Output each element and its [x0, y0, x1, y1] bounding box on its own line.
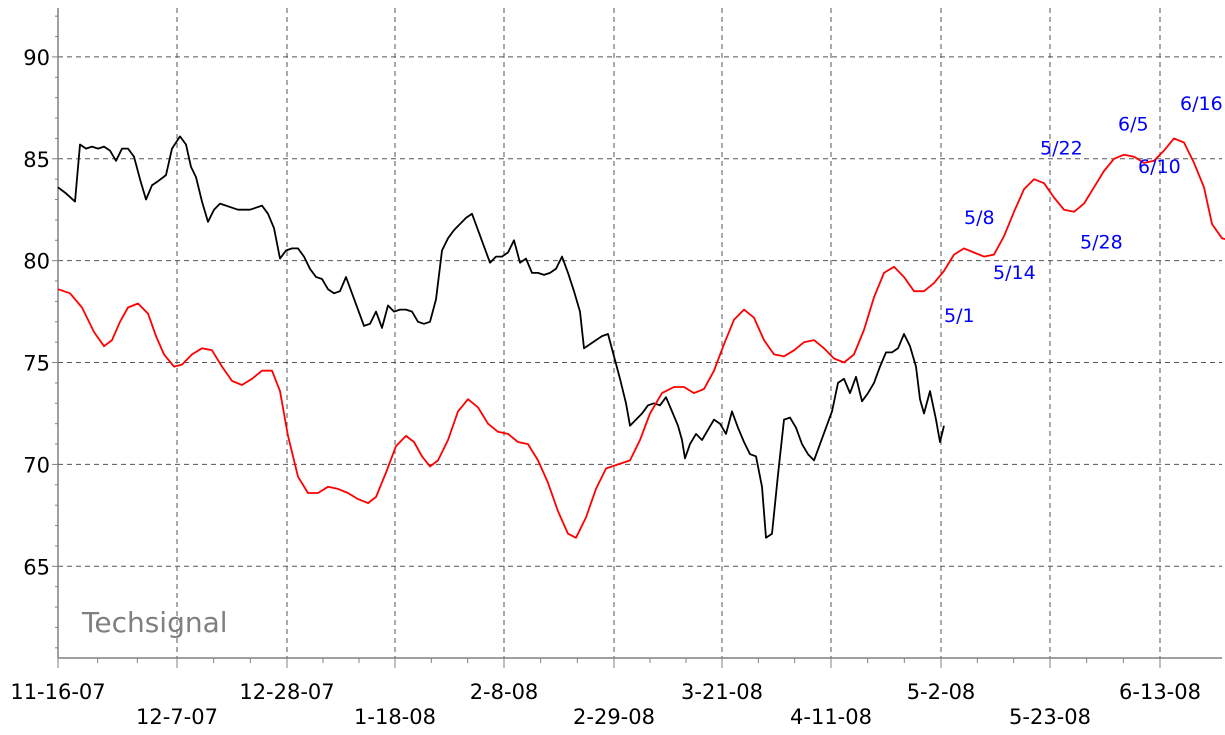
grid	[58, 8, 1222, 658]
y-tick-label: 70	[23, 453, 50, 477]
series-line-1	[57, 137, 1225, 539]
annotation-label: 5/14	[993, 262, 1036, 284]
x-tick-label: 2-29-08	[573, 705, 655, 729]
annotation-label: 5/28	[1080, 231, 1123, 253]
watermark-label: Techsignal	[81, 606, 228, 639]
annotations: 5/1 5/8 5/14 5/22 5/28 6/5 6/10 6/16	[944, 93, 1223, 327]
annotation-label: 6/10	[1138, 156, 1181, 178]
x-tick-label: 5-23-08	[1009, 705, 1091, 729]
y-tick-label: 80	[23, 250, 50, 274]
x-tick-label: 2-8-08	[470, 680, 539, 704]
x-tick-label: 1-18-08	[354, 705, 436, 729]
annotation-label: 6/5	[1118, 113, 1149, 135]
x-tick-label: 5-2-08	[907, 680, 976, 704]
y-tick-label: 75	[23, 352, 50, 376]
annotation-label: 5/8	[964, 207, 995, 229]
y-tick-label: 90	[23, 46, 50, 70]
annotation-label: 6/16	[1180, 93, 1223, 115]
series-line-0	[57, 135, 945, 539]
series-group	[57, 135, 1225, 539]
x-tick-label: 12-7-07	[136, 705, 218, 729]
x-tick-label: 12-28-07	[239, 680, 334, 704]
x-tick-label: 4-11-08	[790, 705, 872, 729]
y-tick-label: 65	[23, 555, 50, 579]
y-tick-label: 85	[23, 148, 50, 172]
annotation-label: 5/22	[1040, 138, 1083, 160]
x-tick-label: 3-21-08	[681, 680, 763, 704]
annotation-label: 5/1	[944, 305, 975, 327]
x-tick-label: 6-13-08	[1119, 680, 1201, 704]
axes: 65 70 75 80 85 90 11-16-07 12-7-07 12-28-07 1-18-…	[10, 8, 1222, 729]
x-tick-label: 11-16-07	[10, 680, 105, 704]
